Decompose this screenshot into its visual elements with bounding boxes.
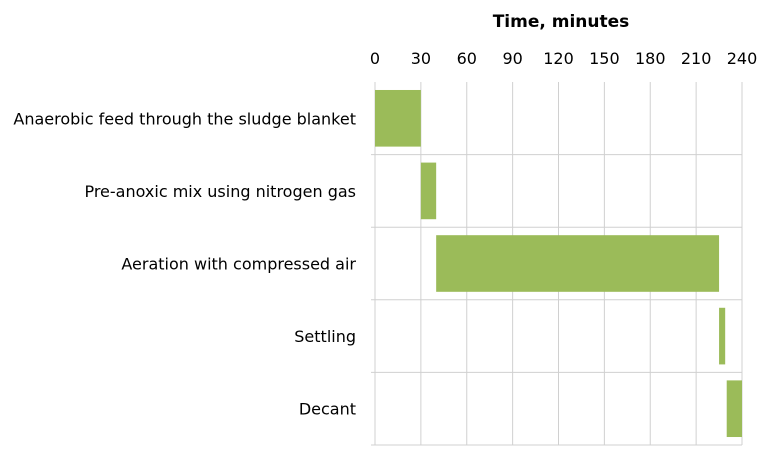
- x-tick-label: 150: [589, 49, 620, 68]
- x-tick-label: 30: [411, 49, 431, 68]
- category-label: Decant: [299, 400, 356, 419]
- x-tick-label: 180: [635, 49, 666, 68]
- bar: [436, 235, 720, 292]
- x-tick-label: 90: [502, 49, 522, 68]
- bar: [420, 162, 437, 220]
- category-label: Pre-anoxic mix using nitrogen gas: [84, 182, 356, 201]
- x-tick-labels: 0 30 60 90 120 150 180 210 240: [370, 49, 757, 68]
- bar: [726, 380, 742, 438]
- bars: [375, 89, 742, 438]
- category-labels: Anaerobic feed through the sludge blanke…: [13, 109, 356, 418]
- bar: [719, 307, 726, 365]
- x-tick-label: 240: [727, 49, 758, 68]
- x-tick-label: 120: [543, 49, 574, 68]
- bar: [375, 89, 421, 147]
- x-axis-title: Time, minutes: [493, 12, 630, 32]
- x-tick-label: 0: [370, 49, 380, 68]
- x-tick-label: 210: [681, 49, 712, 68]
- category-label: Anaerobic feed through the sludge blanke…: [13, 109, 356, 128]
- x-tick-label: 60: [457, 49, 477, 68]
- category-label: Settling: [294, 327, 356, 346]
- category-label: Aeration with compressed air: [121, 255, 356, 274]
